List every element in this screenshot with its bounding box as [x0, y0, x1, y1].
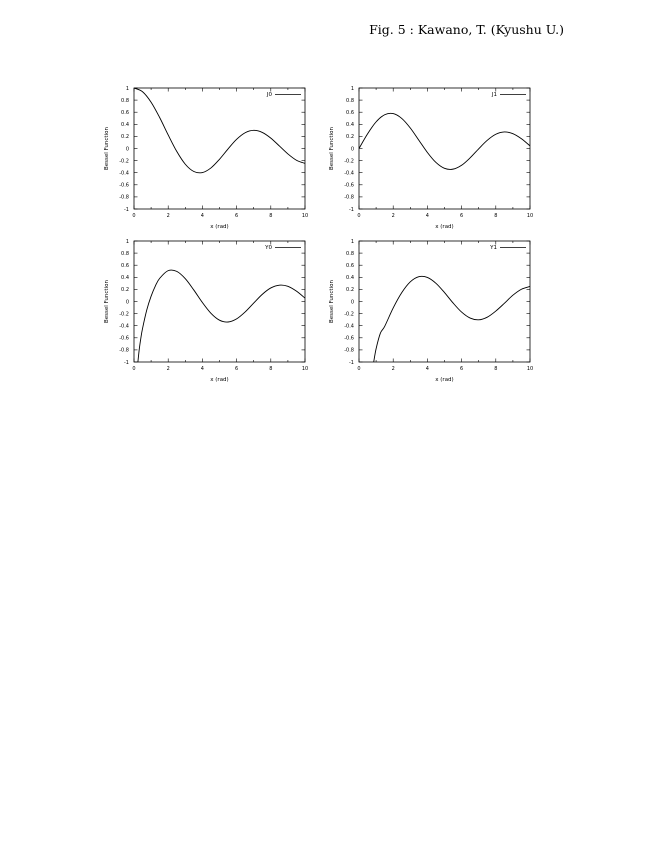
x-tick-label: 2	[167, 213, 170, 219]
y-tick-label: 0.6	[121, 110, 129, 116]
y-tick-label: -0.6	[119, 336, 129, 342]
x-tick-label: 0	[132, 366, 135, 372]
y-tick-label: 0.2	[346, 134, 354, 140]
y-tick-label: -0.4	[344, 324, 354, 330]
legend-label: Y0	[264, 245, 272, 251]
y-tick-label: 0.4	[121, 275, 129, 281]
y-tick-label: 0.8	[121, 98, 129, 104]
x-tick-label: 2	[392, 366, 395, 372]
y-tick-label: 0.8	[346, 98, 354, 104]
x-tick-label: 4	[426, 213, 429, 219]
y-tick-label: 0.8	[346, 251, 354, 257]
x-tick-label: 0	[357, 213, 360, 219]
y-axis-label: Bessel Function	[329, 127, 335, 170]
chart-panel-3: 0 2 4 6 8 10 -1 -0.8 -0.6 -0.4 -0.2 0 0.2 0.4 0.6 0.8 1 x…	[329, 239, 533, 383]
y-tick-label: -0.2	[119, 311, 129, 317]
y-tick-label: 0.6	[121, 263, 129, 269]
legend-label: J1	[491, 92, 497, 98]
x-tick-label: 10	[527, 213, 533, 219]
x-axis-label: x (rad)	[210, 224, 228, 230]
y-tick-label: -0.6	[344, 183, 354, 189]
x-tick-label: 6	[235, 213, 238, 219]
x-tick-label: 6	[460, 213, 463, 219]
series-line-y1	[373, 275, 530, 362]
y-tick-label: -1	[349, 207, 354, 213]
x-tick-label: 2	[167, 366, 170, 372]
y-axis-label: Bessel Function	[104, 127, 110, 170]
y-tick-label: -0.2	[344, 311, 354, 317]
y-tick-label: 0.8	[121, 251, 129, 257]
y-tick-label: -0.4	[119, 324, 129, 330]
x-tick-label: 0	[357, 366, 360, 372]
y-tick-label: -0.6	[344, 336, 354, 342]
y-tick-label: 0.4	[346, 275, 354, 281]
y-tick-label: 0	[126, 299, 129, 305]
y-tick-label: -1	[124, 207, 129, 213]
figure-caption: Fig. 5 : Kawano, T. (Kyushu U.)	[369, 22, 564, 37]
plot-frame	[133, 87, 306, 210]
x-tick-label: 4	[426, 366, 429, 372]
x-tick-label: 2	[392, 213, 395, 219]
y-tick-label: 1	[351, 86, 354, 92]
x-tick-label: 10	[302, 213, 308, 219]
legend-label: J0	[266, 92, 273, 98]
y-tick-label: 1	[126, 239, 129, 245]
x-axis-label: x (rad)	[210, 377, 228, 383]
y-tick-label: 0.6	[346, 263, 354, 269]
legend-label: Y1	[489, 245, 497, 251]
y-tick-label: 1	[351, 239, 354, 245]
x-tick-label: 4	[201, 213, 204, 219]
y-tick-label: -0.4	[344, 171, 354, 177]
y-tick-label: -1	[124, 360, 129, 366]
series-line-j1	[359, 112, 530, 170]
y-tick-label: 0.2	[121, 287, 129, 293]
x-tick-label: 6	[460, 366, 463, 372]
y-tick-label: 0.2	[121, 134, 129, 140]
plot-frame	[358, 240, 531, 363]
plot-frame	[358, 87, 531, 210]
series-line-j0	[134, 88, 305, 174]
y-tick-label: -0.8	[344, 195, 354, 201]
y-tick-label: -0.8	[344, 348, 354, 354]
chart-panel-2: 0 2 4 6 8 10 -1 -0.8 -0.6 -0.4 -0.2 0 0.2 0.4 0.6 0.8 1 x…	[104, 239, 308, 383]
x-axis-label: x (rad)	[435, 377, 453, 383]
y-tick-label: 1	[126, 86, 129, 92]
x-tick-label: 0	[132, 213, 135, 219]
x-tick-label: 8	[269, 366, 272, 372]
y-tick-label: -0.6	[119, 183, 129, 189]
plot-frame	[133, 240, 306, 363]
chart-panel-0: 0 2 4 6 8 10 -1 -0.8 -0.6 -0.4 -0.2 0 0.2 0.4 0.6 0.8 1 x…	[104, 86, 308, 230]
x-tick-label: 8	[269, 213, 272, 219]
y-tick-label: -0.4	[119, 171, 129, 177]
y-axis-label: Bessel Function	[104, 280, 110, 323]
chart-panel-1: 0 2 4 6 8 10 -1 -0.8 -0.6 -0.4 -0.2 0 0.2 0.4 0.6 0.8 1 x…	[329, 86, 533, 230]
y-tick-label: 0.2	[346, 287, 354, 293]
x-tick-label: 6	[235, 366, 238, 372]
y-tick-label: 0	[351, 146, 354, 152]
y-tick-label: -0.2	[119, 158, 129, 164]
x-tick-label: 10	[302, 366, 308, 372]
y-tick-label: 0.6	[346, 110, 354, 116]
x-tick-label: 4	[201, 366, 204, 372]
series-line-y0	[137, 269, 305, 362]
y-tick-label: 0	[126, 146, 129, 152]
y-tick-label: 0.4	[121, 122, 129, 128]
x-tick-label: 8	[494, 213, 497, 219]
x-axis-label: x (rad)	[435, 224, 453, 230]
y-tick-label: -0.8	[119, 195, 129, 201]
y-axis-label: Bessel Function	[329, 280, 335, 323]
x-tick-label: 8	[494, 366, 497, 372]
y-tick-label: -0.2	[344, 158, 354, 164]
x-tick-label: 10	[527, 366, 533, 372]
y-tick-label: 0	[351, 299, 354, 305]
y-tick-label: 0.4	[346, 122, 354, 128]
y-tick-label: -0.8	[119, 348, 129, 354]
y-tick-label: -1	[349, 360, 354, 366]
